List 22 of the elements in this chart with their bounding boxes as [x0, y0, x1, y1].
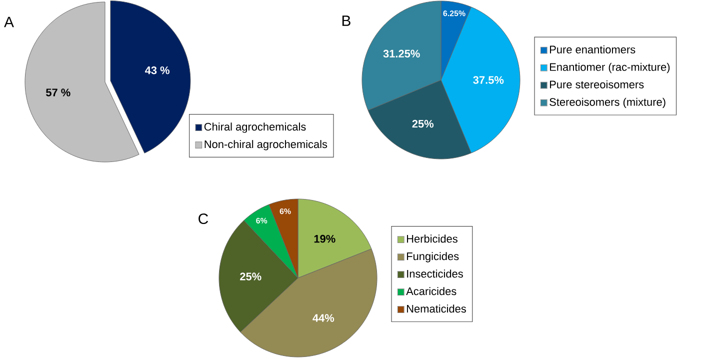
legend-label: Enantiomer (rac-mixture): [550, 62, 670, 74]
data-label: 57 %: [46, 88, 70, 96]
legend-label: Non-chiral agrochemicals: [204, 140, 328, 150]
data-label: 44%: [312, 314, 334, 322]
legend-label: Insecticides: [407, 270, 463, 278]
legend-label: Nematicides: [407, 304, 466, 313]
data-label: 31.25%: [383, 50, 420, 58]
legend-label: Chiral agrochemicals: [204, 122, 306, 133]
text: A: [4, 16, 14, 28]
legend-label: Acaricides: [406, 287, 456, 296]
legend-label: Pure enantiomers: [550, 45, 636, 54]
data-label: 37.5%: [473, 76, 504, 84]
data-label: 19%: [314, 234, 336, 243]
legend-label: Fungicides: [407, 252, 459, 262]
data-label: 25%: [412, 120, 434, 128]
text: B: [342, 16, 350, 26]
text: C: [198, 213, 208, 224]
data-label: 25%: [240, 272, 262, 280]
legend-label: Herbicides: [407, 234, 458, 243]
legend-label: Stereoisomers (mixture): [550, 98, 666, 108]
legend-label: Pure stereoisomers: [550, 80, 644, 88]
data-label: 43 %: [144, 66, 170, 74]
